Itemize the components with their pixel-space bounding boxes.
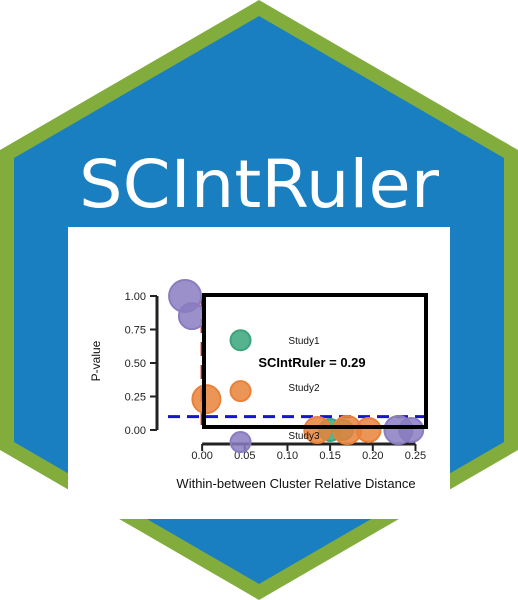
chart: 0.00 0.25 0.50 0.75 1.00 0.00 0.05 0.10 0.15 0.20… xyxy=(89,279,428,491)
data-point xyxy=(398,416,425,443)
x-axis-label: Within-between Cluster Relative Distance xyxy=(176,476,415,491)
data-point xyxy=(355,416,382,443)
legend-label: Study3 xyxy=(288,431,320,442)
data-point xyxy=(229,380,252,403)
data-point xyxy=(229,431,252,454)
data-point xyxy=(177,302,206,331)
x-tick-label: 0.05 xyxy=(234,450,255,462)
scintruler-annotation: SCIntRuler = 0.29 xyxy=(258,355,365,370)
x-tick-label: 0.25 xyxy=(405,450,426,462)
data-point xyxy=(303,415,332,444)
legend-label: Study2 xyxy=(288,383,320,394)
y-tick-label: 0.75 xyxy=(125,325,146,337)
plot-panel xyxy=(68,227,450,519)
logo-title: SCIntRuler xyxy=(79,146,440,223)
y-tick-label: 0.00 xyxy=(125,425,146,437)
x-tick-label: 0.20 xyxy=(362,450,383,462)
data-point xyxy=(191,384,222,415)
x-tick-label: 0.00 xyxy=(191,450,212,462)
legend-label: Study1 xyxy=(288,336,320,347)
y-tick-label: 0.50 xyxy=(125,358,146,370)
data-point xyxy=(229,329,252,352)
y-tick-label: 0.25 xyxy=(125,391,146,403)
x-tick-label: 0.15 xyxy=(319,450,340,462)
y-axis-label: P-value xyxy=(89,340,103,381)
y-tick-label: 1.00 xyxy=(125,291,146,303)
x-tick-label: 0.10 xyxy=(277,450,298,462)
legend-box-frame xyxy=(202,293,428,429)
